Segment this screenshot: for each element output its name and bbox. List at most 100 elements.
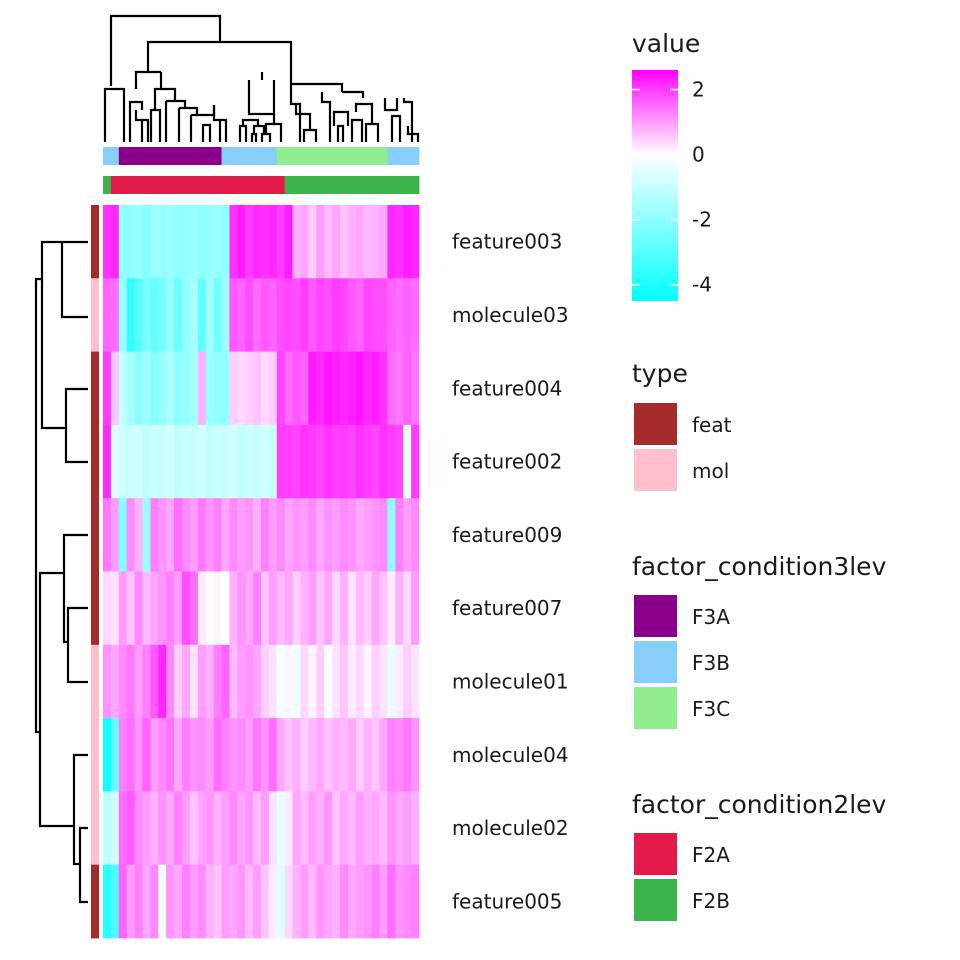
heatmap-cell bbox=[411, 498, 420, 572]
heatmap-cell bbox=[197, 278, 207, 352]
annotation-cell bbox=[340, 176, 349, 194]
dendrogram-branch bbox=[40, 279, 66, 430]
heatmap-cell bbox=[158, 571, 167, 646]
heatmap-cell bbox=[261, 571, 270, 646]
type-annotation-cell bbox=[91, 864, 99, 939]
heatmap-cell bbox=[292, 498, 301, 572]
heatmap-cell bbox=[379, 351, 388, 426]
heatmap-cell bbox=[221, 571, 230, 646]
annotation-cell bbox=[395, 147, 404, 165]
heatmap-cell bbox=[363, 278, 372, 352]
heatmap-cell bbox=[103, 278, 112, 352]
heatmap-cell bbox=[316, 424, 325, 499]
color-scale-ticks: 2 0 -2 -4 bbox=[632, 78, 712, 297]
row-labels: feature003 molecule03 feature004 feature002… bbox=[452, 230, 569, 914]
heatmap-cell bbox=[292, 644, 301, 719]
type-legend-swatch-feat bbox=[634, 403, 677, 445]
heatmap-cell bbox=[213, 864, 222, 939]
heatmap-cell bbox=[371, 498, 380, 572]
annotation-cell bbox=[245, 176, 254, 194]
annotation-cell bbox=[300, 176, 309, 194]
heatmap-cell bbox=[253, 864, 262, 939]
type-legend-swatch-mol bbox=[634, 449, 677, 491]
heatmap-cell bbox=[332, 644, 341, 719]
heatmap-cell bbox=[316, 205, 325, 279]
row-dendrogram bbox=[34, 240, 88, 904]
heatmap-cell bbox=[308, 644, 317, 719]
heatmap-cell bbox=[221, 351, 230, 426]
f2-legend-label-f2b: F2B bbox=[692, 889, 730, 913]
heatmap-cell bbox=[174, 424, 183, 499]
heatmap-cell bbox=[371, 424, 380, 499]
heatmap-cell bbox=[268, 644, 278, 719]
heatmap-cell bbox=[150, 791, 159, 866]
heatmap-cell bbox=[276, 571, 286, 646]
heatmap-cell bbox=[332, 278, 341, 352]
dendrogram-branch bbox=[250, 132, 258, 142]
heatmap-cell bbox=[134, 424, 143, 499]
dendrogram-branch bbox=[128, 100, 144, 142]
heatmap-cell bbox=[197, 864, 207, 939]
type-legend-label-feat: feat bbox=[692, 413, 732, 437]
dendrogram-branch bbox=[272, 114, 283, 142]
heatmap-cell bbox=[221, 424, 230, 499]
heatmap-cell bbox=[292, 278, 301, 352]
heatmap-cell bbox=[237, 498, 246, 572]
row-label: molecule03 bbox=[452, 303, 569, 327]
annotation-cell bbox=[403, 176, 412, 194]
heatmap-cell bbox=[229, 864, 238, 939]
heatmap-cell bbox=[182, 351, 191, 426]
annotation-cell bbox=[245, 147, 254, 165]
heatmap-cell bbox=[237, 864, 246, 939]
heatmap-cell bbox=[118, 351, 128, 426]
heatmap-cell bbox=[308, 571, 317, 646]
factor-condition2lev-annotation-bar bbox=[103, 176, 420, 194]
heatmap-cell bbox=[110, 571, 120, 646]
annotation-cell bbox=[403, 147, 412, 165]
heatmap-cell bbox=[103, 424, 112, 499]
heatmap-cell bbox=[332, 718, 341, 792]
annotation-cell bbox=[221, 147, 230, 165]
heatmap-cell bbox=[150, 718, 159, 792]
heatmap-cell bbox=[387, 351, 396, 426]
scale-tick-label: -4 bbox=[692, 273, 712, 297]
heatmap-cell bbox=[300, 644, 309, 719]
dendrogram-branch bbox=[103, 87, 126, 142]
dendrogram-branch bbox=[40, 240, 62, 279]
heatmap-cell bbox=[379, 644, 388, 719]
annotation-cell bbox=[363, 147, 372, 165]
scale-tick-label: 0 bbox=[692, 143, 705, 167]
heatmap-cell bbox=[268, 351, 278, 426]
heatmap-cell bbox=[395, 791, 404, 866]
dendrogram-branch bbox=[406, 126, 420, 142]
heatmap-cell bbox=[268, 864, 278, 939]
heatmap-cell bbox=[134, 351, 143, 426]
heatmap-cell bbox=[221, 278, 230, 352]
heatmap-cell bbox=[340, 791, 349, 866]
heatmap-cell bbox=[182, 571, 191, 646]
heatmap-cell bbox=[276, 424, 286, 499]
heatmap-cell bbox=[150, 278, 159, 352]
heatmap-cell bbox=[355, 351, 365, 426]
factor-condition3lev-legend: factor_condition3lev F3A F3B F3C bbox=[632, 552, 887, 729]
annotation-cell bbox=[158, 176, 167, 194]
heatmap-cell bbox=[189, 791, 199, 866]
heatmap-cell bbox=[355, 205, 365, 279]
annotation-cell bbox=[213, 147, 222, 165]
heatmap-cell bbox=[205, 791, 214, 866]
heatmap-cell bbox=[229, 424, 238, 499]
heatmap-cell bbox=[387, 644, 396, 719]
factor-condition3lev-annotation-bar bbox=[103, 147, 420, 165]
annotation-cell bbox=[276, 176, 286, 194]
heatmap-cell bbox=[237, 718, 246, 792]
dendrogram-branch bbox=[238, 124, 248, 142]
heatmap-cell bbox=[237, 205, 246, 279]
type-legend-title: type bbox=[632, 359, 688, 388]
type-legend: type feat mol bbox=[632, 359, 732, 491]
heatmap-cell bbox=[237, 644, 246, 719]
dendrogram-branch bbox=[72, 753, 88, 826]
type-annotation-cell bbox=[91, 791, 99, 866]
heatmap-cell bbox=[174, 644, 183, 719]
dendrogram-branch bbox=[212, 105, 222, 142]
